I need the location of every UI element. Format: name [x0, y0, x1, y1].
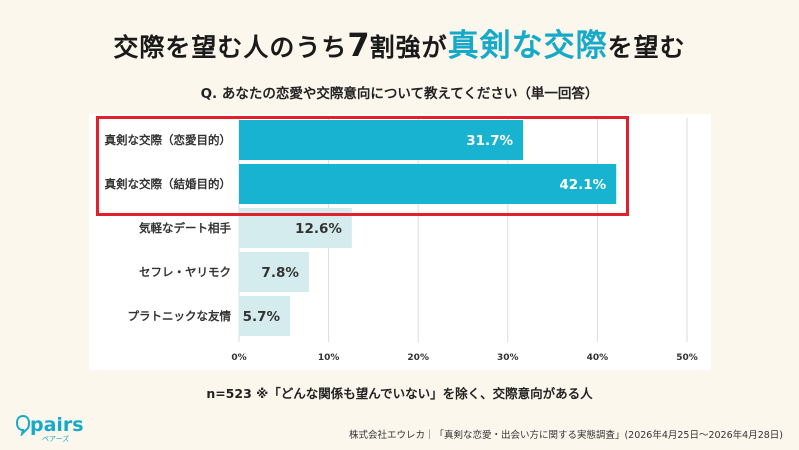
bar — [239, 120, 524, 160]
headline-part-1: 交際を望む人のうち — [113, 33, 348, 62]
category-label: 真剣な交際（恋愛目的） — [105, 133, 232, 147]
bar-chart: 0% 10% 20% 30% 40% 50% 真剣な交際（恋愛目的） 31.7% 真剣な交際（結… — [105, 118, 698, 363]
value-label: 12.6% — [295, 221, 342, 237]
value-label: 31.7% — [466, 133, 513, 149]
bar — [239, 252, 309, 292]
x-tick-label: 30% — [497, 353, 519, 363]
brand-logo: pairs ペアーズ — [16, 413, 84, 443]
bar — [239, 296, 291, 336]
headline-part-5: を望む — [607, 33, 686, 62]
category-label: プラトニックな友情 — [128, 309, 232, 323]
headline-part-2: 7 — [347, 26, 370, 64]
speech-bubble-icon — [16, 414, 30, 436]
survey-credit: 株式会社エウレカ｜「真剣な恋愛・出会い方に関する実態調査」(2026年4月25日… — [348, 430, 783, 441]
category-label: セフレ・ヤリモク — [139, 265, 231, 279]
headline-accent: 真剣な交際 — [447, 28, 608, 64]
brand-name: pairs — [30, 413, 84, 436]
bar — [239, 164, 617, 204]
category-label: 気軽なデート相手 — [139, 221, 231, 235]
x-tick-label: 0% — [231, 353, 246, 363]
headline: 交際を望む人のうち7割強が真剣な交際を望む — [0, 20, 799, 65]
value-label: 42.1% — [559, 177, 606, 193]
brand-subtitle: ペアーズ — [42, 435, 70, 443]
x-tick-label: 40% — [587, 353, 609, 363]
value-label: 7.8% — [261, 265, 299, 281]
x-tick-label: 20% — [407, 353, 429, 363]
survey-question: Q. あなたの恋愛や交際意向について教えてください（単一回答） — [200, 86, 599, 102]
chart-panel: 0% 10% 20% 30% 40% 50% 真剣な交際（恋愛目的） 31.7% 真剣な交際（結… — [89, 114, 711, 370]
highlight-frame — [96, 116, 629, 216]
category-label: 真剣な交際（結婚目的） — [105, 177, 232, 191]
sample-note: n=523 ※「どんな関係も望んでいない」を除く、交際意向がある人 — [206, 386, 593, 401]
value-label: 5.7% — [243, 309, 281, 325]
x-tick-label: 50% — [676, 353, 698, 363]
x-tick-label: 10% — [318, 353, 340, 363]
headline-part-3: 割強が — [369, 33, 448, 62]
